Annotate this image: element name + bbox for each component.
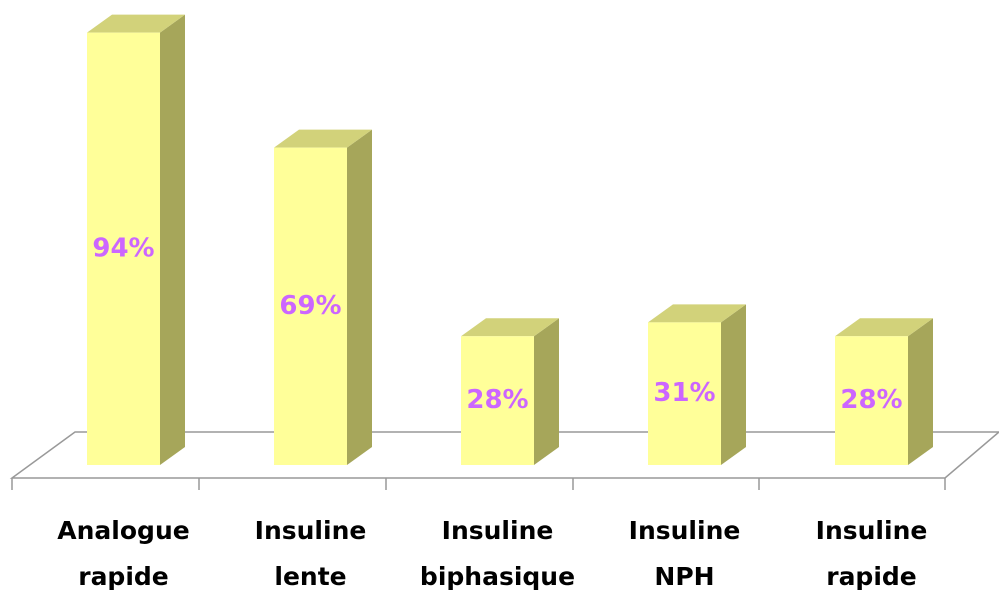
bar-front	[87, 32, 160, 465]
x-tick-label: Insuline NPH	[628, 516, 741, 591]
bar-top	[274, 129, 372, 148]
bar-front	[648, 322, 721, 465]
bar-front	[461, 336, 534, 465]
bar-front	[274, 147, 347, 465]
x-ticks	[11, 478, 946, 490]
x-tick-label: Insuline rapide	[815, 516, 928, 591]
bar-top	[87, 14, 185, 33]
bar-side	[534, 318, 559, 465]
x-tick-label: Insuline lente	[254, 516, 367, 591]
bar	[87, 14, 185, 465]
value-label: 69%	[279, 291, 341, 321]
x-tick-label: Analogue rapide	[57, 516, 190, 591]
bar-top	[461, 318, 559, 337]
value-label: 31%	[653, 378, 715, 408]
value-label: 94%	[92, 233, 154, 263]
bar	[648, 304, 746, 465]
bar	[835, 318, 933, 465]
bar-side	[721, 304, 746, 465]
bar	[274, 129, 372, 465]
bar-front	[835, 336, 908, 465]
bar-top	[835, 318, 933, 337]
value-label: 28%	[840, 385, 902, 415]
bar-side	[347, 129, 372, 465]
bar-side	[160, 14, 185, 465]
bar-side	[908, 318, 933, 465]
bar-top	[648, 304, 746, 323]
x-tick-label: Insuline biphasique	[419, 516, 576, 591]
floor	[9, 431, 999, 479]
bar	[461, 318, 559, 465]
value-label: 28%	[466, 385, 528, 415]
